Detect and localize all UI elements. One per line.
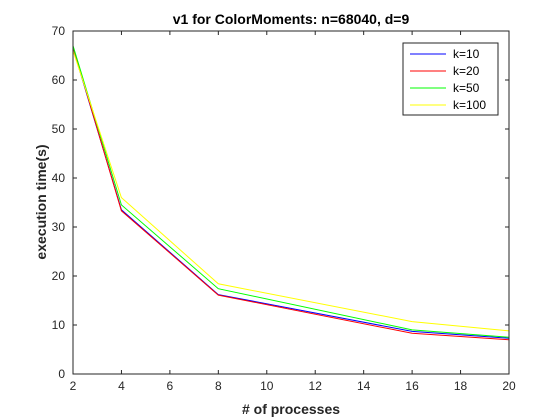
x-tick-label: 6 [167,379,174,393]
ticks-layer: 2 4 6 8 10 12 14 16 18 20 0 10 20 30 40 50 60 70 [52,24,516,393]
axes-layer [72,30,510,375]
x-axis-title: # of processes [242,401,340,417]
series-layer [72,45,510,341]
y-tick-label: 0 [58,367,65,381]
legend: k=10 k=20 k=50 k=100 [402,42,499,116]
x-tick-label: 16 [405,379,419,393]
y-tick-label: 10 [52,318,66,332]
x-tick-label: 8 [215,379,222,393]
y-tick-label: 50 [52,122,66,136]
legend-box [402,42,499,116]
x-tick-label: 14 [357,379,371,393]
y-axis-title: execution time(s) [33,144,49,259]
legend-label-k-50: k=50 [453,81,480,95]
y-tick-label: 70 [52,24,66,38]
y-tick-label: 40 [52,171,66,185]
series-line-k-100 [72,50,510,332]
x-tick-label: 18 [454,379,468,393]
series-line-k-50 [72,45,510,338]
y-tick-label: 20 [52,269,66,283]
y-tick-label: 60 [52,73,66,87]
x-tick-label: 20 [502,379,516,393]
axes-frame [72,30,510,375]
legend-label-k-10: k=10 [453,47,480,61]
series-line-k-20 [72,46,510,341]
x-tick-label: 4 [118,379,125,393]
legend-label-k-100: k=100 [453,98,486,112]
x-tick-label: 2 [70,379,77,393]
x-tick-label: 10 [260,379,274,393]
legend-label-k-20: k=20 [453,64,480,78]
x-tick-label: 12 [309,379,323,393]
chart-title: v1 for ColorMoments: n=68040, d=9 [173,11,410,27]
y-tick-label: 30 [52,220,66,234]
